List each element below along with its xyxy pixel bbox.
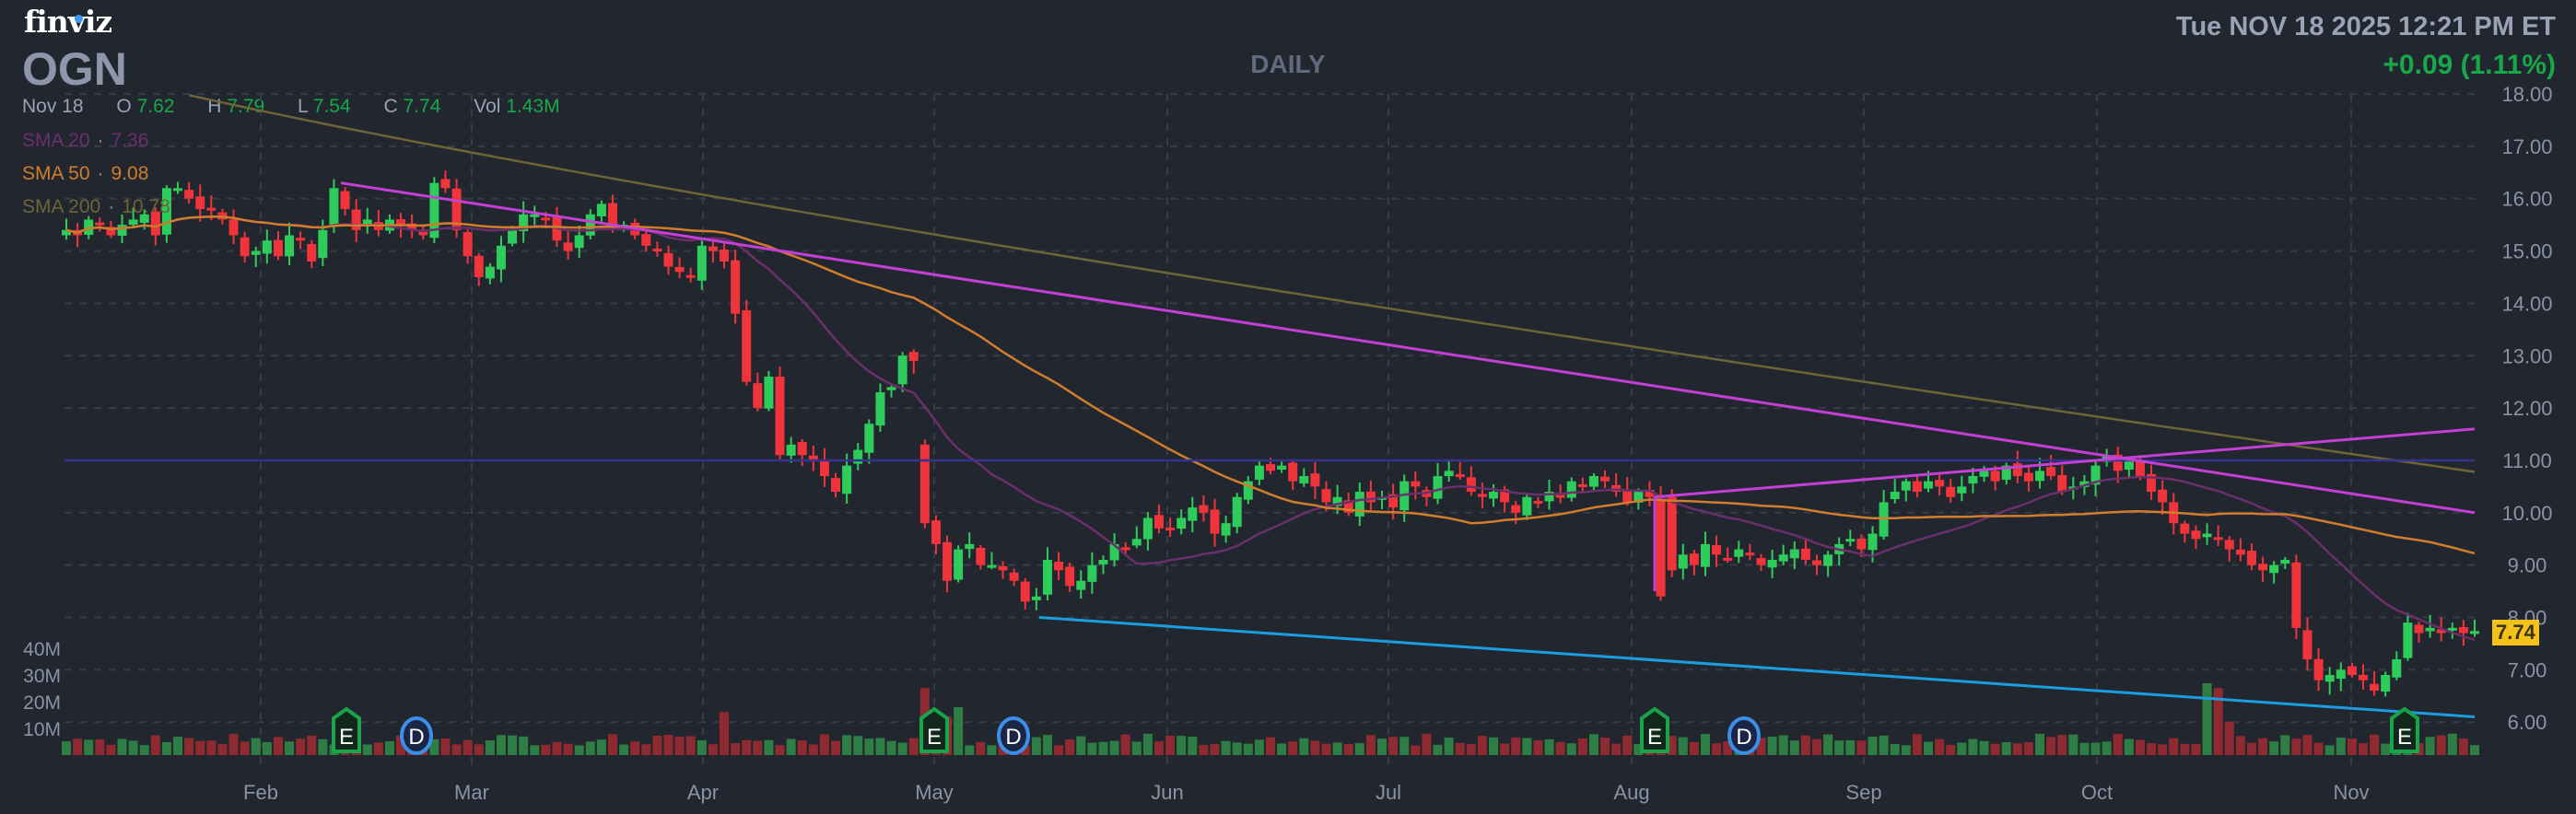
x-axis-label: Mar bbox=[454, 781, 489, 804]
volume-label: Vol bbox=[474, 96, 501, 117]
svg-text:D: D bbox=[1736, 725, 1751, 750]
svg-text:D: D bbox=[408, 725, 424, 750]
x-axis-label: Nov bbox=[2333, 781, 2369, 804]
ohlc-date: Nov 18 bbox=[22, 96, 84, 117]
datetime: Tue NOV 18 2025 12:21 PM ET bbox=[2175, 12, 2556, 41]
volume-bars bbox=[62, 683, 2479, 755]
y-axis-label: 9.00 bbox=[2508, 554, 2547, 577]
earnings-marker-icon[interactable]: E bbox=[332, 706, 361, 753]
ascending-trendline[interactable] bbox=[1654, 427, 2476, 499]
y-axis-label: 12.00 bbox=[2501, 397, 2552, 420]
sma50-line bbox=[65, 215, 2476, 555]
y-axis-label: 13.00 bbox=[2501, 344, 2552, 367]
sma200-line bbox=[188, 94, 2476, 473]
sma200-label: SMA 200 bbox=[22, 196, 101, 217]
dividend-marker-icon[interactable]: D bbox=[1727, 716, 1761, 755]
y-axis-label: 7.00 bbox=[2508, 658, 2547, 681]
chart-period: DAILY bbox=[1250, 50, 1326, 78]
x-axis-label: May bbox=[915, 781, 954, 804]
x-axis-label: Oct bbox=[2081, 781, 2113, 804]
price-change: +0.09 (1.11%) bbox=[2383, 50, 2556, 80]
svg-text:E: E bbox=[2397, 725, 2412, 750]
logo-dot-icon bbox=[75, 15, 83, 23]
low-value: 7.54 bbox=[312, 96, 351, 117]
finviz-logo[interactable]: finviz bbox=[24, 4, 112, 40]
y-axis-label: 17.00 bbox=[2501, 135, 2552, 158]
sma20-label: SMA 20 bbox=[22, 130, 90, 151]
y-axis-label: 6.00 bbox=[2508, 711, 2547, 734]
descending-trendline[interactable] bbox=[340, 181, 2476, 515]
close-value: 7.74 bbox=[403, 96, 441, 117]
x-axis-label: Feb bbox=[243, 781, 278, 804]
y-axis-label: 18.00 bbox=[2501, 83, 2552, 106]
volume-value: 1.43M bbox=[506, 96, 560, 117]
x-axis-label: Jul bbox=[1376, 781, 1401, 804]
x-axis-label: Apr bbox=[687, 781, 719, 804]
sma200-value: 10.78 bbox=[122, 196, 170, 217]
volume-axis-label: 40M bbox=[23, 639, 61, 660]
x-axis-label: Aug bbox=[1613, 781, 1649, 804]
sma20-legend[interactable]: SMA 20 · 7.36 bbox=[22, 130, 149, 151]
earnings-marker-icon[interactable]: E bbox=[919, 706, 949, 753]
sma20-value: 7.36 bbox=[111, 130, 149, 151]
volume-axis-label: 30M bbox=[23, 666, 61, 687]
earnings-marker-icon[interactable]: E bbox=[2390, 706, 2419, 753]
open-label: O bbox=[116, 96, 132, 117]
low-label: L bbox=[298, 96, 308, 117]
ohlc-legend: Nov 18 O 7.62 H 7.79 L 7.54 C 7.74 Vol 1… bbox=[22, 96, 588, 118]
support-trendline[interactable] bbox=[1038, 616, 2476, 719]
sma20-line bbox=[65, 215, 2476, 642]
y-axis-label: 15.00 bbox=[2501, 240, 2552, 263]
volume-axis-label: 10M bbox=[23, 719, 61, 740]
ticker-symbol: OGN bbox=[22, 43, 127, 95]
sma200-legend[interactable]: SMA 200 · 10.78 bbox=[22, 196, 170, 217]
y-axis-label: 10.00 bbox=[2501, 502, 2552, 525]
svg-text:D: D bbox=[1005, 725, 1021, 750]
y-axis-label: 14.00 bbox=[2501, 292, 2552, 315]
volume-axis-label: 20M bbox=[23, 692, 61, 714]
svg-text:E: E bbox=[1647, 725, 1662, 750]
x-axis-label: Sep bbox=[1845, 781, 1881, 804]
sma50-legend[interactable]: SMA 50 · 9.08 bbox=[22, 163, 149, 184]
last-price-tag: 7.74 bbox=[2492, 620, 2539, 645]
open-value: 7.62 bbox=[136, 96, 175, 117]
svg-text:E: E bbox=[339, 725, 354, 750]
close-label: C bbox=[383, 96, 398, 117]
dividend-marker-icon[interactable]: D bbox=[997, 716, 1030, 755]
y-axis-label: 11.00 bbox=[2502, 449, 2551, 472]
logo-text: finviz bbox=[24, 4, 112, 40]
x-axis-label: Jun bbox=[1151, 781, 1183, 804]
svg-text:E: E bbox=[927, 725, 942, 750]
sma50-label: SMA 50 bbox=[22, 163, 90, 184]
earnings-marker-icon[interactable]: E bbox=[1640, 706, 1669, 753]
y-axis-label: 16.00 bbox=[2501, 188, 2552, 211]
dividend-marker-icon[interactable]: D bbox=[400, 716, 433, 755]
sma50-value: 9.08 bbox=[111, 163, 149, 184]
